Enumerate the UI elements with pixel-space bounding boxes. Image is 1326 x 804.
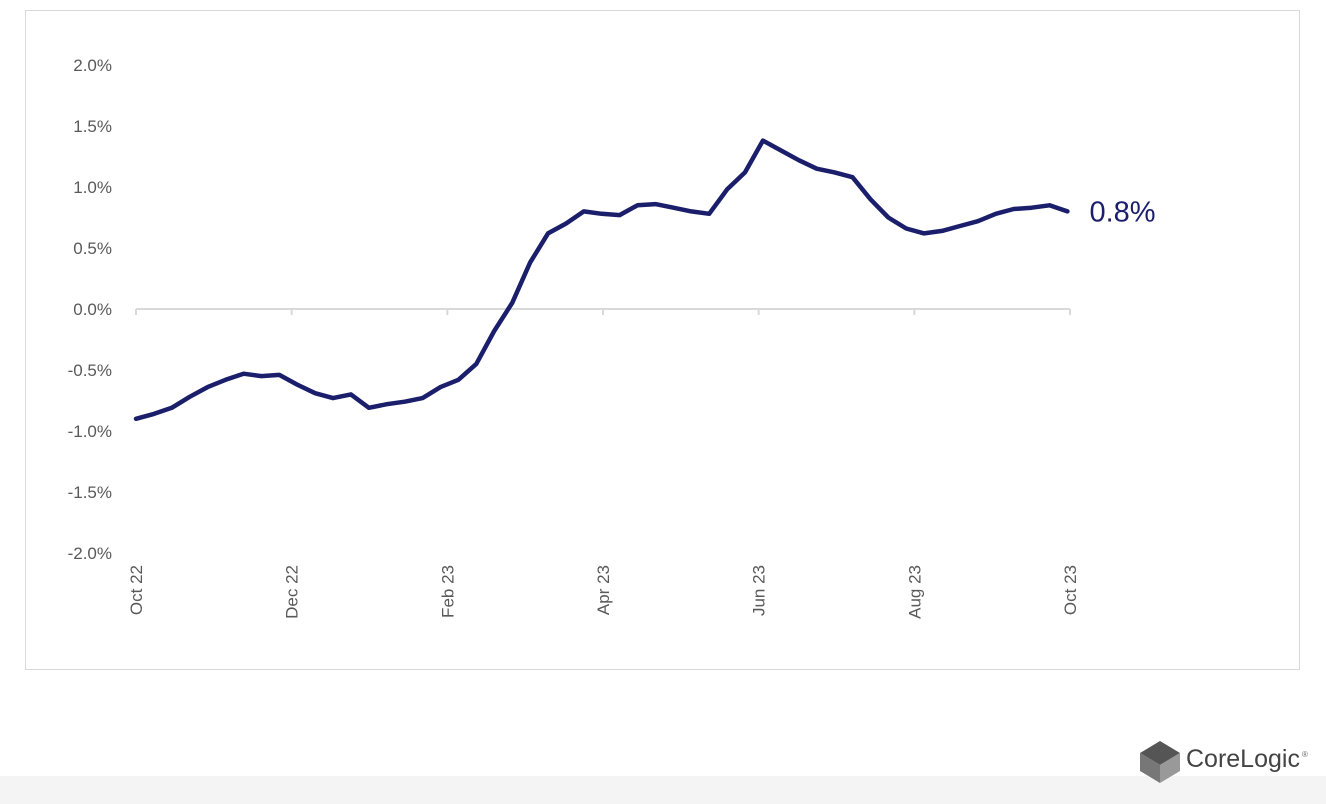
x-tick-label: Oct 23 bbox=[1061, 565, 1080, 615]
logo-text: CoreLogic bbox=[1186, 745, 1300, 773]
logo-mark: ® bbox=[1302, 750, 1308, 759]
line-chart: 2.0% 1.5% 1.0% 0.5% 0.0% -0.5% -1.0% -1.5% -2.0%… bbox=[68, 56, 1156, 619]
corelogic-logo: CoreLogic ® bbox=[1138, 733, 1308, 783]
y-tick-label: 0.0% bbox=[73, 300, 112, 319]
y-tick-label: 2.0% bbox=[73, 56, 112, 75]
y-tick-label: -2.0% bbox=[68, 544, 112, 563]
end-value-label: 0.8% bbox=[1089, 196, 1155, 228]
x-tick-label: Apr 23 bbox=[594, 565, 613, 615]
chart-frame: 2.0% 1.5% 1.0% 0.5% 0.0% -0.5% -1.0% -1.5% -2.0%… bbox=[25, 10, 1300, 670]
y-tick-label: 1.5% bbox=[73, 117, 112, 136]
x-tick-label: Feb 23 bbox=[438, 565, 457, 618]
y-tick-label: -0.5% bbox=[68, 361, 112, 380]
y-tick-label: -1.5% bbox=[68, 483, 112, 502]
y-tick-label: 1.0% bbox=[73, 178, 112, 197]
partial-title bbox=[66, 0, 666, 15]
x-tick-label: Aug 23 bbox=[905, 565, 924, 619]
y-tick-label: 0.5% bbox=[73, 239, 112, 258]
cube-icon: CoreLogic ® bbox=[1140, 741, 1308, 783]
x-tick-label: Dec 22 bbox=[283, 565, 302, 619]
x-tick-label: Oct 22 bbox=[127, 565, 146, 615]
series-line bbox=[133, 138, 1070, 422]
x-tick-label: Jun 23 bbox=[750, 565, 769, 616]
bottom-band bbox=[0, 776, 1326, 804]
y-tick-label: -1.0% bbox=[68, 422, 112, 441]
